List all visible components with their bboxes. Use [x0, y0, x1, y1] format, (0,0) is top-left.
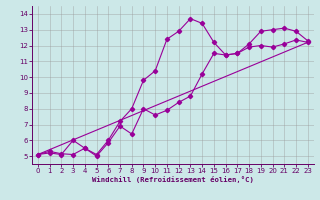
X-axis label: Windchill (Refroidissement éolien,°C): Windchill (Refroidissement éolien,°C) — [92, 176, 254, 183]
